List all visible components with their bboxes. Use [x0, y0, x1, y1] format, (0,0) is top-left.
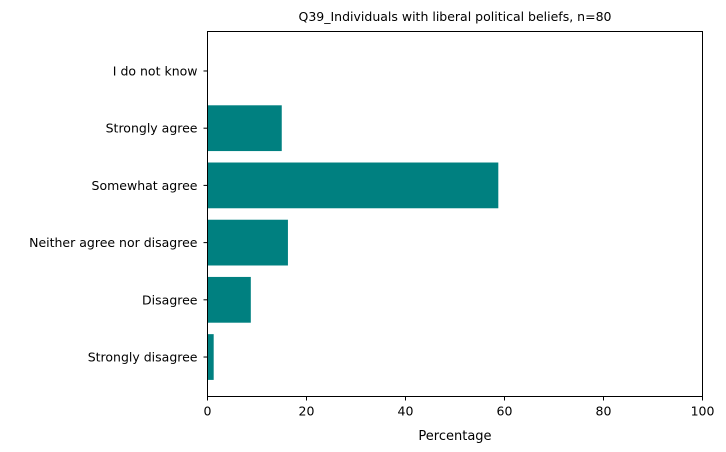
bar: [207, 276, 251, 323]
x-tick-label: 80: [596, 404, 612, 419]
x-axis-label: Percentage: [418, 429, 491, 444]
y-tick-label: Neither agree nor disagree: [29, 235, 198, 250]
bar: [207, 219, 288, 266]
x-tick-label: 60: [497, 404, 513, 419]
bar: [207, 105, 282, 152]
y-tick-label: Disagree: [142, 292, 198, 307]
bar: [207, 162, 499, 209]
x-tick-label: 40: [398, 404, 414, 419]
y-tick-label: Strongly agree: [106, 121, 198, 136]
y-axis-ticks: Strongly disagree Disagree Neither agree n…: [29, 63, 208, 365]
x-tick-label: 0: [204, 404, 212, 419]
y-tick-label: Strongly disagree: [88, 350, 198, 365]
x-tick-label: 20: [299, 404, 315, 419]
plot-frame: [207, 31, 703, 397]
x-axis-ticks: 0 20 40 60 80 100: [204, 396, 715, 419]
x-tick-label: 100: [691, 404, 715, 419]
chart-title: Q39_Individuals with liberal political b…: [299, 9, 612, 24]
y-tick-label: I do not know: [113, 63, 198, 78]
bars-group: [207, 105, 499, 380]
y-tick-label: Somewhat agree: [92, 178, 198, 193]
bar: [207, 334, 214, 380]
